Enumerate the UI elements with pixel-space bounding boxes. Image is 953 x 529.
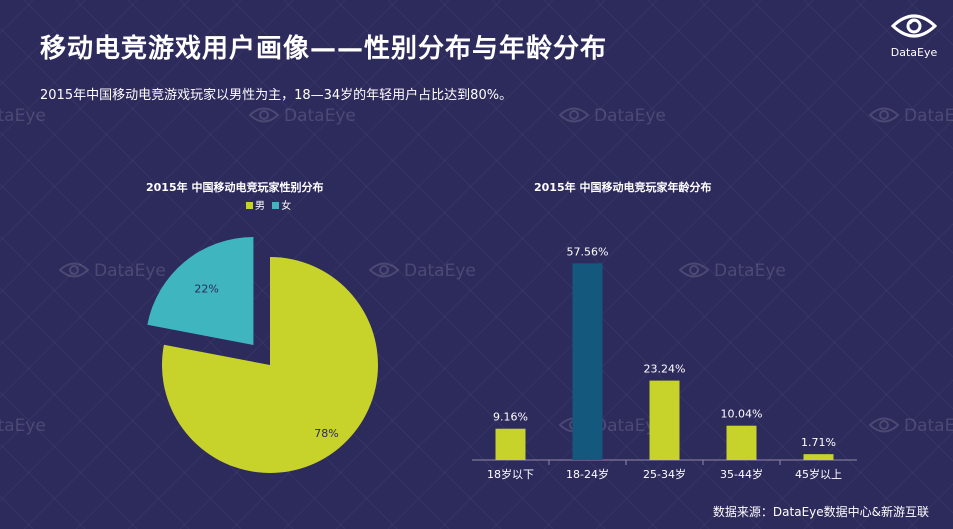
watermark-text: DataEye bbox=[594, 106, 666, 126]
gender-pie-chart: 78% 22% bbox=[147, 236, 378, 474]
pie-slice-female bbox=[147, 236, 254, 345]
watermark-text: DataEye bbox=[594, 416, 666, 436]
watermark: DataEye bbox=[558, 106, 666, 126]
eye-icon bbox=[248, 107, 280, 123]
watermark: DataEye bbox=[248, 106, 356, 126]
logo-text: DataEye bbox=[890, 46, 938, 59]
eye-icon bbox=[890, 14, 938, 38]
legend-item-male: 男 bbox=[246, 197, 265, 212]
bar-3 bbox=[649, 380, 680, 460]
watermark-text: DataEye bbox=[0, 106, 46, 126]
x-tick-label: 25-34岁 bbox=[643, 467, 686, 481]
watermark-text: DataEye bbox=[284, 106, 356, 126]
watermark-text: DataEye bbox=[94, 261, 166, 281]
pie-legend: 男 女 bbox=[246, 197, 295, 212]
bar-4 bbox=[726, 425, 757, 460]
age-bar-chart: 9.16% 18岁以下 57.56% 18-24岁 23.24% 25-34岁 10.04%… bbox=[472, 245, 857, 481]
bar-value-label: 57.56% bbox=[567, 245, 609, 258]
watermark: DataEye bbox=[368, 261, 476, 281]
dataeye-logo: DataEye bbox=[884, 12, 944, 59]
bar-value-label: 9.16% bbox=[493, 411, 528, 424]
legend-swatch-male bbox=[246, 202, 253, 209]
watermark: DataEye bbox=[868, 106, 953, 126]
page-title: 移动电竞游戏用户画像——性别分布与年龄分布 bbox=[40, 34, 608, 64]
legend-label-female: 女 bbox=[281, 201, 292, 212]
eye-icon bbox=[558, 107, 590, 123]
legend-swatch-female bbox=[272, 202, 280, 209]
watermark-text: DataEye bbox=[714, 261, 786, 281]
watermark-text: DataEye bbox=[904, 416, 953, 436]
eye-icon bbox=[678, 262, 710, 278]
watermark-text: DataEye bbox=[904, 106, 953, 126]
data-source: 数据来源：DataEye数据中心&新游互联 bbox=[712, 505, 929, 519]
x-tick-label: 45岁以上 bbox=[795, 467, 842, 481]
x-tick-label: 35-44岁 bbox=[720, 467, 763, 481]
bar-value-label: 10.04% bbox=[721, 408, 763, 421]
watermark-text: DataEye bbox=[0, 416, 46, 436]
bar-chart-title: 2015年 中国移动电竞玩家年龄分布 bbox=[534, 181, 712, 194]
watermark: DataEye bbox=[0, 106, 46, 126]
watermark-text: DataEye bbox=[404, 261, 476, 281]
pie-chart-title: 2015年 中国移动电竞玩家性别分布 bbox=[146, 181, 324, 194]
pie-label-male: 78% bbox=[314, 427, 338, 440]
pie-label-female: 22% bbox=[194, 282, 218, 295]
x-tick-label: 18-24岁 bbox=[566, 467, 609, 481]
page-subtitle: 2015年中国移动电竞游戏玩家以男性为主，18—34岁的年轻用户占比达到80%。 bbox=[40, 88, 513, 103]
watermark: DataEye bbox=[58, 261, 166, 281]
watermark: DataEye bbox=[678, 261, 786, 281]
eye-icon bbox=[868, 417, 900, 433]
bar-value-label: 1.71% bbox=[801, 436, 836, 449]
eye-icon bbox=[368, 262, 400, 278]
bar-1 bbox=[495, 428, 526, 460]
legend-item-female: 女 bbox=[272, 197, 291, 212]
eye-icon bbox=[868, 107, 900, 123]
bar-5 bbox=[803, 454, 834, 460]
pie-slice-male bbox=[162, 257, 378, 474]
x-tick-label: 18岁以下 bbox=[487, 467, 534, 481]
legend-label-male: 男 bbox=[255, 201, 265, 212]
bar-2 bbox=[572, 263, 603, 460]
watermark: DataEye bbox=[0, 416, 46, 436]
watermark: DataEye bbox=[868, 416, 953, 436]
bar-value-label: 23.24% bbox=[644, 363, 686, 376]
eye-icon bbox=[58, 262, 90, 278]
